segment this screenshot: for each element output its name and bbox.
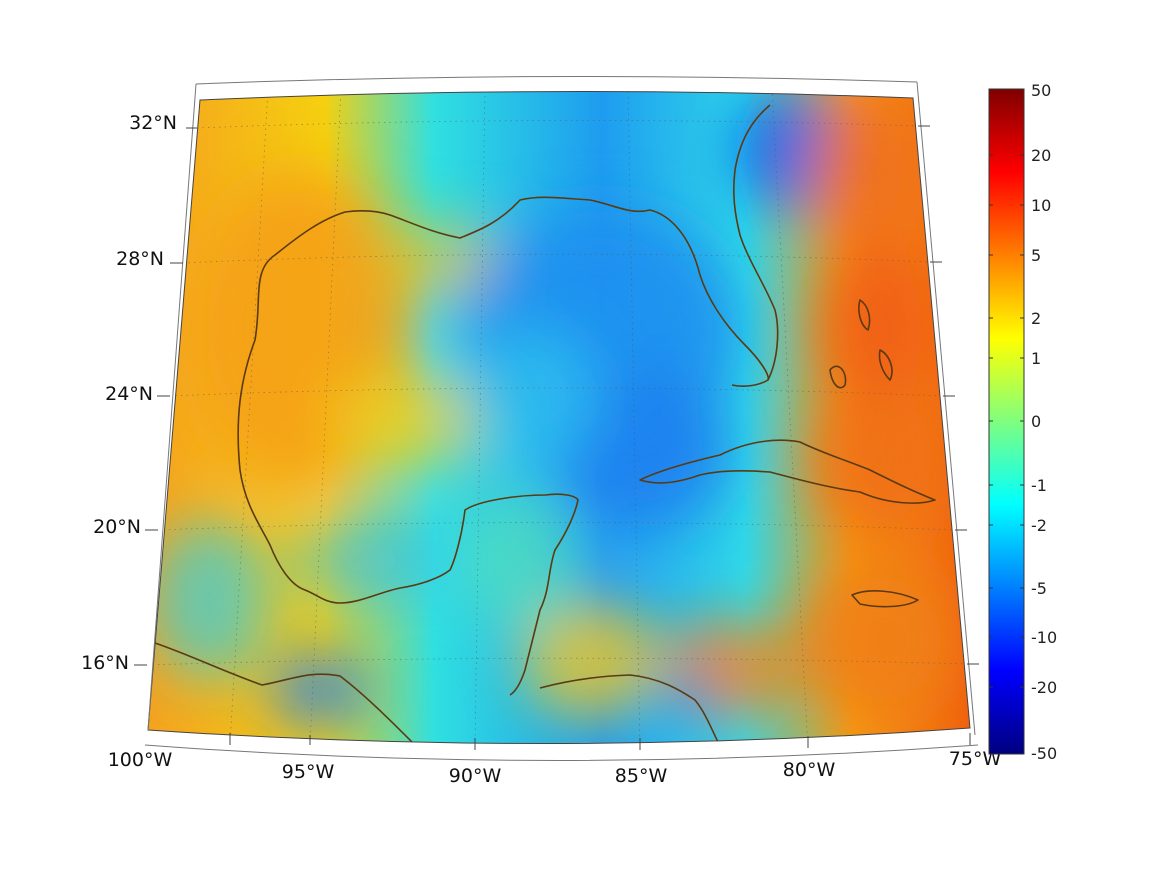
- lon-label-100w: 100°W: [108, 749, 173, 771]
- lon-label-75w: 75°W: [949, 748, 1002, 770]
- colorbar-tick-0: 0: [1031, 412, 1041, 431]
- colorbar-tick-neg1: -1: [1031, 476, 1047, 495]
- colorbar-tick-5: 5: [1031, 246, 1041, 265]
- colorbar-tick-neg50: -50: [1031, 744, 1057, 763]
- colorbar-tick-20: 20: [1031, 146, 1051, 165]
- lat-label-32n: 32°N: [129, 112, 177, 134]
- anomaly-field: [148, 91, 970, 744]
- latitude-labels: 32°N 28°N 24°N 20°N 16°N: [81, 112, 177, 674]
- lon-label-95w: 95°W: [282, 761, 335, 783]
- colorbar-tick-neg2: -2: [1031, 516, 1047, 535]
- lat-label-16n: 16°N: [81, 652, 129, 674]
- colorbar-tick-neg10: -10: [1031, 628, 1057, 647]
- colorbar-tick-1: 1: [1031, 349, 1041, 368]
- colorbar-tick-neg5: -5: [1031, 579, 1047, 598]
- lon-label-90w: 90°W: [449, 765, 502, 787]
- colorbar-gradient: [988, 88, 1025, 755]
- colorbar-tick-neg20: -20: [1031, 678, 1057, 697]
- lat-label-28n: 28°N: [116, 248, 164, 270]
- lat-label-20n: 20°N: [93, 516, 141, 538]
- colorbar-tick-50: 50: [1031, 81, 1051, 100]
- colorbar-tick-2: 2: [1031, 309, 1041, 328]
- graticule-grid: [148, 91, 968, 744]
- coastlines: [154, 104, 936, 744]
- lon-label-85w: 85°W: [615, 765, 668, 787]
- lon-label-80w: 80°W: [783, 759, 836, 781]
- colorbar-tick-10: 10: [1031, 196, 1051, 215]
- map-frame: [134, 75, 979, 761]
- lat-label-24n: 24°N: [105, 383, 153, 405]
- longitude-labels: 100°W 95°W 90°W 85°W 80°W 75°W: [108, 748, 1002, 787]
- colorbar: 50 20 10 5 2 1 0 -1 -2 -5 -10 -20 -50: [988, 81, 1057, 763]
